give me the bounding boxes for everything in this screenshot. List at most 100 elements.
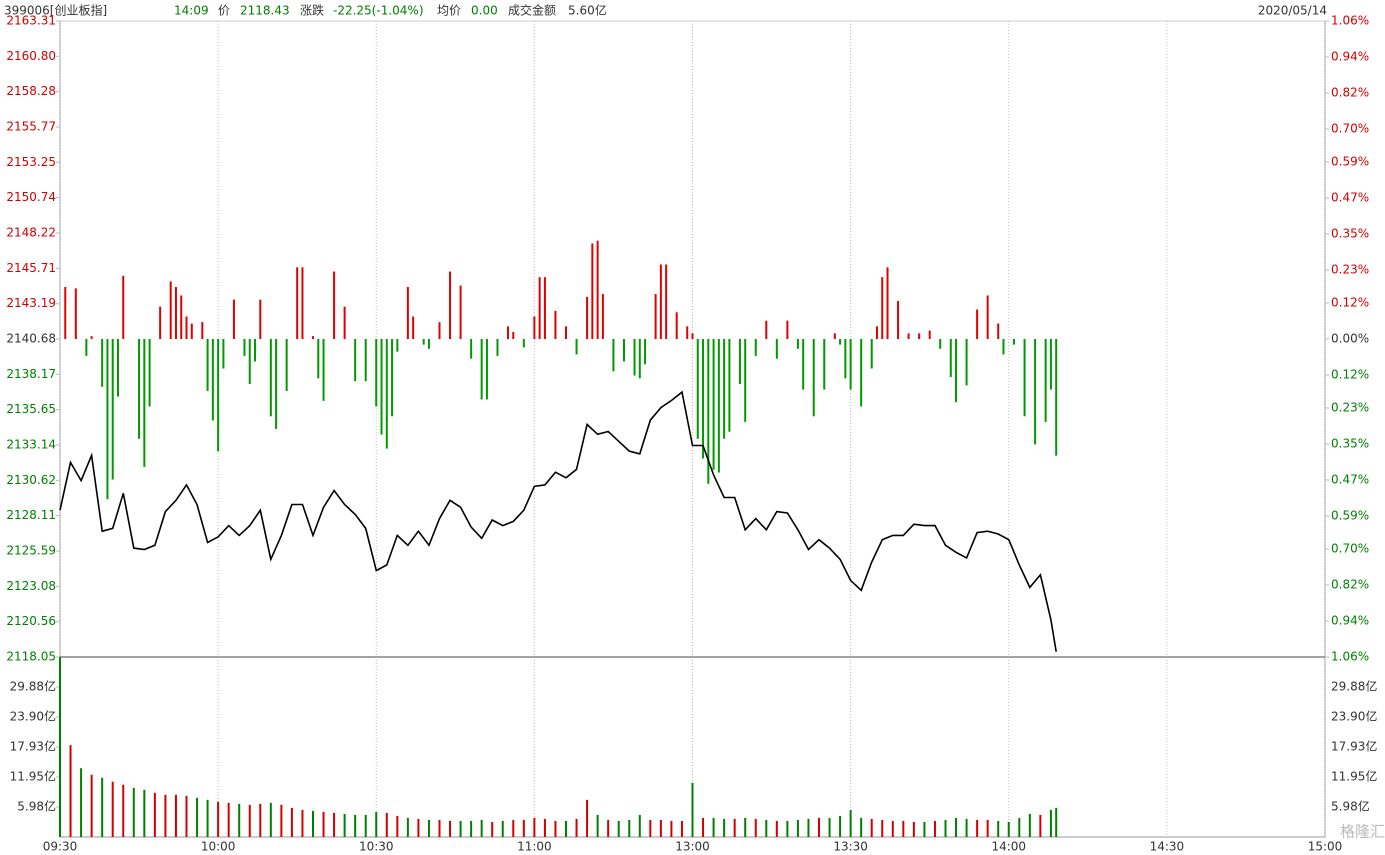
bar [449, 820, 452, 837]
bar [111, 781, 114, 837]
volume-tick-label: 17.93亿 [10, 738, 56, 753]
change-label: 涨跌 [300, 3, 324, 18]
bar [665, 264, 668, 339]
bar [976, 819, 979, 837]
x-tick-label: 09:30 [43, 840, 78, 854]
y2-tick-label: 0.35% [1331, 437, 1369, 451]
bar [638, 339, 641, 379]
bar [1028, 813, 1031, 837]
bar [675, 312, 678, 339]
y-tick-label: 2140.68 [6, 332, 56, 346]
bar [470, 820, 473, 837]
bar [391, 339, 394, 417]
bar [364, 814, 367, 837]
bar [385, 339, 388, 449]
volume-tick-label: 29.88亿 [10, 678, 56, 693]
bar [775, 820, 778, 837]
y2-tick-label: 0.94% [1331, 50, 1369, 64]
y2-tick-label: 0.94% [1331, 614, 1369, 628]
bar [343, 813, 346, 837]
y2-tick-label: 0.70% [1331, 122, 1369, 136]
bar [717, 339, 720, 473]
bar [122, 275, 125, 339]
bar [470, 339, 473, 359]
bar [955, 817, 958, 837]
y-tick-label: 2125.59 [6, 544, 56, 558]
bar [1007, 821, 1010, 837]
bar [612, 339, 615, 372]
bar [728, 339, 731, 432]
y-tick-label: 2128.11 [6, 508, 56, 522]
bar [1018, 817, 1021, 837]
bar [881, 277, 884, 339]
y-tick-label: 2160.80 [6, 49, 56, 63]
bar [317, 339, 320, 379]
y2-tick-label: 0.12% [1331, 368, 1369, 382]
bar [1055, 339, 1058, 456]
y-tick-label: 2145.71 [6, 261, 56, 275]
bar [153, 792, 156, 837]
bar [285, 339, 288, 391]
bar [512, 819, 515, 837]
y2-tick-label: 0.12% [1331, 296, 1369, 310]
bar [74, 288, 77, 339]
bar [907, 333, 910, 339]
bar [628, 819, 631, 837]
bar [796, 339, 799, 349]
bar [459, 285, 462, 339]
bar [986, 819, 989, 837]
bar [180, 295, 183, 339]
bar [670, 820, 673, 837]
bar [997, 323, 1000, 339]
avg: 0.00 [471, 4, 498, 18]
bar [396, 815, 399, 837]
bar [754, 818, 757, 837]
bar [101, 777, 104, 837]
bar [933, 820, 936, 837]
date: 2020/05/14 [1258, 4, 1327, 18]
x-tick-label: 15:00 [1308, 840, 1343, 854]
bar [802, 339, 805, 390]
y-tick-label: 2130.62 [6, 473, 56, 487]
y-tick-label: 2138.17 [6, 367, 56, 381]
bar [912, 821, 915, 837]
bar [417, 818, 420, 837]
bar [702, 817, 705, 837]
bar [480, 339, 483, 400]
bar [533, 316, 536, 339]
x-tick-label: 10:30 [359, 840, 394, 854]
bar [702, 339, 705, 459]
bar [422, 339, 425, 345]
y2-tick-label: 0.70% [1331, 542, 1369, 556]
bar [174, 287, 177, 339]
bar [644, 339, 647, 365]
bar [238, 803, 241, 837]
bar [849, 809, 852, 837]
bar [333, 812, 336, 837]
avg-label: 均价 [437, 4, 461, 18]
bar [290, 807, 293, 837]
bar [723, 818, 726, 837]
bar [132, 787, 135, 837]
y-tick-label: 2118.05 [6, 650, 56, 664]
bar [622, 339, 625, 362]
bar [269, 802, 272, 837]
bar [543, 818, 546, 837]
symbol: 399006[创业板指] [4, 3, 107, 18]
bar [406, 287, 409, 339]
y-tick-label: 2158.28 [6, 84, 56, 98]
y-tick-label: 2150.74 [6, 190, 56, 204]
bar [222, 339, 225, 369]
bar [143, 789, 146, 837]
bar [301, 809, 304, 837]
y-tick-label: 2155.77 [6, 119, 56, 133]
x-tick-label: 13:00 [675, 840, 710, 854]
volume-tick-label: 5.98亿 [17, 798, 56, 813]
bar [496, 339, 499, 356]
bar [385, 812, 388, 837]
bar [438, 322, 441, 339]
header: 399006[创业板指] 14:09 价 2118.43 涨跌 -22.25(-… [4, 3, 1327, 18]
bar [185, 795, 188, 837]
bar [322, 339, 325, 401]
y-tick-label: 2135.65 [6, 402, 56, 416]
